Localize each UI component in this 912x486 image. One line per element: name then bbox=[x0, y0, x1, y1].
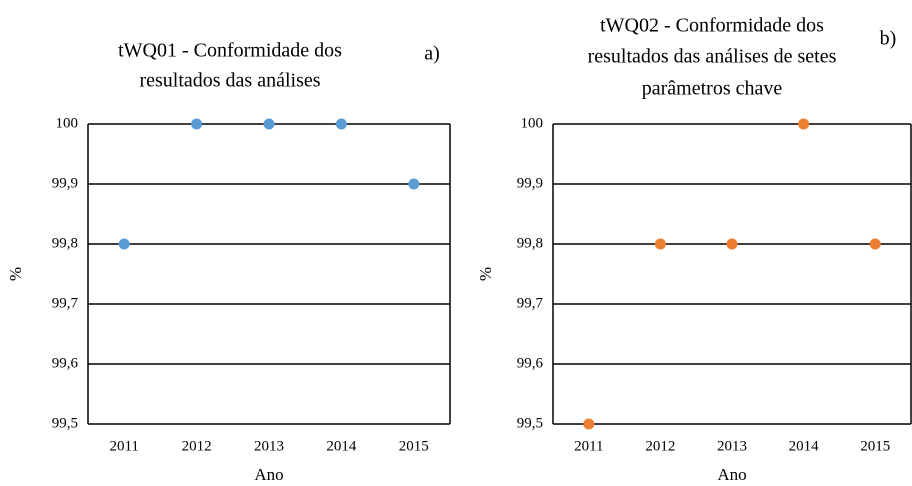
chart-title: tWQ02 - Conformidade dos bbox=[600, 15, 824, 37]
chart-title: resultados das análises bbox=[139, 70, 320, 92]
point bbox=[798, 118, 810, 130]
x-axis-label: Ano bbox=[254, 465, 283, 484]
chart-title: parâmetros chave bbox=[642, 78, 783, 100]
x-axis-label: Ano bbox=[717, 465, 746, 484]
x-tick-label: 2015 bbox=[399, 438, 429, 454]
point bbox=[335, 118, 347, 130]
chart-title: tWQ01 - Conformidade dos bbox=[118, 40, 342, 62]
y-tick-label: 99,6 bbox=[52, 355, 79, 371]
point bbox=[191, 118, 203, 130]
y-tick-label: 99,7 bbox=[52, 295, 79, 311]
point bbox=[869, 238, 881, 250]
x-tick-label: 2011 bbox=[109, 438, 138, 454]
x-tick-label: 2014 bbox=[326, 438, 357, 454]
y-tick-label: 99,5 bbox=[52, 415, 78, 431]
x-tick-label: 2012 bbox=[645, 438, 675, 454]
y-tick-label: 100 bbox=[56, 115, 79, 131]
y-tick-label: 99,6 bbox=[517, 355, 544, 371]
point bbox=[654, 238, 666, 250]
annotation: b) bbox=[880, 28, 897, 50]
point bbox=[408, 178, 420, 190]
y-tick-label: 99,7 bbox=[517, 295, 544, 311]
y-tick-label: 99,8 bbox=[52, 235, 78, 251]
x-tick-label: 2014 bbox=[789, 438, 820, 454]
y-tick-label: 99,5 bbox=[517, 415, 543, 431]
x-tick-label: 2013 bbox=[254, 438, 284, 454]
point bbox=[583, 418, 595, 430]
chart-title: resultados das análises de setes bbox=[588, 46, 837, 68]
x-tick-label: 2011 bbox=[574, 438, 603, 454]
x-tick-label: 2013 bbox=[717, 438, 747, 454]
annotation: a) bbox=[424, 43, 440, 65]
y-tick-label: 99,9 bbox=[517, 175, 543, 191]
y-axis-label: % bbox=[6, 267, 25, 281]
y-tick-label: 100 bbox=[521, 115, 544, 131]
x-tick-label: 2012 bbox=[182, 438, 212, 454]
point bbox=[263, 118, 275, 130]
y-tick-label: 99,8 bbox=[517, 235, 543, 251]
y-axis-label: % bbox=[476, 267, 495, 281]
x-tick-label: 2015 bbox=[860, 438, 890, 454]
point bbox=[118, 238, 130, 250]
y-tick-label: 99,9 bbox=[52, 175, 78, 191]
point bbox=[726, 238, 738, 250]
